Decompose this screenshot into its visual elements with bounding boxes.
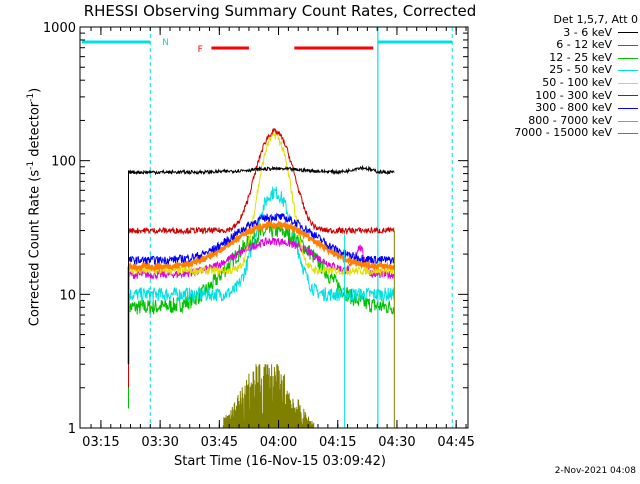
legend-swatch xyxy=(618,70,638,72)
legend-item: 7000 - 15000 keV xyxy=(470,127,638,140)
y-axis-title-part: ) xyxy=(27,87,43,93)
x-tick-label: 03:15 xyxy=(82,435,119,450)
legend-label: 300 - 800 keV xyxy=(535,101,612,115)
legend-swatch xyxy=(618,82,638,84)
night-flag-label: N xyxy=(162,38,169,48)
y-axis-title: Corrected Count Rate (s-1 detector-1) xyxy=(26,57,42,357)
y-tick-label: 1 xyxy=(68,422,76,437)
series-line-3 xyxy=(128,186,395,365)
y-tick-label: 10 xyxy=(59,288,76,303)
x-tick-label: 04:00 xyxy=(260,435,297,450)
legend-swatch xyxy=(618,120,638,122)
x-tick-label: 04:15 xyxy=(319,435,356,450)
chart-title: RHESSI Observing Summary Count Rates, Co… xyxy=(83,2,477,20)
x-tick-label: 03:30 xyxy=(141,435,178,450)
legend-item: 50 - 100 keV xyxy=(470,75,638,90)
plot-frame xyxy=(79,26,469,429)
legend-swatch xyxy=(618,57,638,59)
legend-swatch xyxy=(618,107,638,109)
legend-label: 25 - 50 keV xyxy=(549,63,612,77)
legend-swatch xyxy=(618,133,638,135)
legend-item: 6 - 12 keV xyxy=(470,39,638,52)
y-tick-label: 1000 xyxy=(43,21,76,36)
legend-swatch xyxy=(618,95,638,97)
legend-rows: 3 - 6 keV 6 - 12 keV 12 - 25 keV 25 - 50 ke… xyxy=(470,25,638,140)
legend-label: 12 - 25 keV xyxy=(549,50,612,64)
y-axis-title-part: Corrected Count Rate (s xyxy=(27,169,43,327)
x-tick-label: 04:30 xyxy=(378,435,415,450)
legend-swatch xyxy=(618,44,638,46)
date-stamp: 2-Nov-2021 04:08 xyxy=(554,466,636,476)
legend-item: 300 - 800 keV xyxy=(470,102,638,115)
legend-item: 100 - 300 keV xyxy=(470,88,638,103)
legend: Det 1,5,7, Att 0 3 - 6 keV 6 - 12 keV 12 -… xyxy=(470,13,638,140)
series-line-8 xyxy=(222,364,315,428)
y-axis-title-part: detector xyxy=(27,101,43,161)
y-axis-title-sup: -1 xyxy=(26,92,36,102)
legend-item: 25 - 50 keV xyxy=(470,64,638,77)
legend-label: 50 - 100 keV xyxy=(542,75,612,89)
series-line-5 xyxy=(128,127,395,388)
series-line-6 xyxy=(128,212,395,365)
legend-item: 3 - 6 keV xyxy=(470,25,638,40)
legend-label: 6 - 12 keV xyxy=(556,38,612,52)
legend-header: Det 1,5,7, Att 0 xyxy=(553,13,638,26)
y-tick-label: 100 xyxy=(51,155,76,170)
series-line-4 xyxy=(128,130,395,365)
series-line-1 xyxy=(128,237,395,365)
series-line-0 xyxy=(128,164,395,365)
legend-item: 800 - 7000 keV xyxy=(470,113,638,128)
legend-label: 100 - 300 keV xyxy=(535,88,612,102)
legend-item: 12 - 25 keV xyxy=(470,50,638,65)
x-axis-title: Start Time (16-Nov-15 03:09:42) xyxy=(174,454,386,469)
series-line-7 xyxy=(127,218,396,365)
legend-label: 7000 - 15000 keV xyxy=(514,126,612,140)
y-axis-title-sup: -1 xyxy=(26,160,36,170)
x-tick-label: 04:45 xyxy=(437,435,474,450)
legend-label: 3 - 6 keV xyxy=(563,25,612,39)
x-tick-label: 03:45 xyxy=(201,435,238,450)
legend-swatch xyxy=(618,32,638,34)
flare-flag-label: F xyxy=(198,45,203,55)
legend-label: 800 - 7000 keV xyxy=(528,113,612,127)
